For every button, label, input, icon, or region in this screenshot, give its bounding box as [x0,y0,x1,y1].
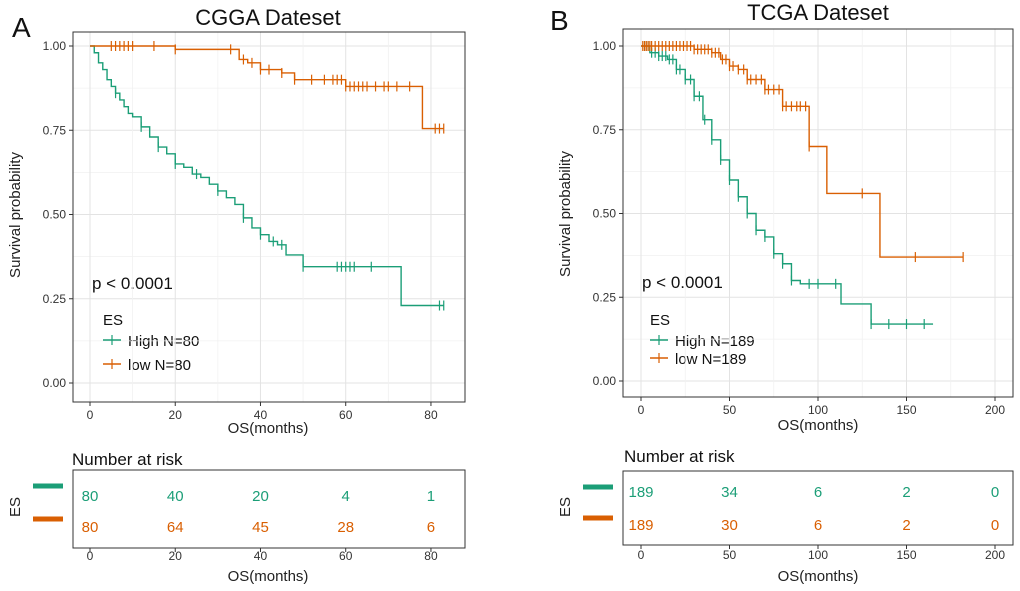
panel-b-risk-xtick-label: 100 [808,548,828,562]
panel-b-risk-xtick-label: 50 [723,548,737,562]
panel-a-risk-count-low: 80 [82,519,99,536]
panel-a-risk-frame [72,469,466,549]
panel-b-curve-high [641,45,934,325]
panel-b-risk-count-high: 189 [628,484,653,501]
panel-b-ytick-label: 0.25 [593,290,617,304]
panel-a-legend-high: High N=80 [128,333,199,350]
panel-b-legend-high: High N=189 [675,333,755,350]
panel-a-title: CGGA Dateset [195,5,341,30]
panel-a-risk-count-low: 64 [167,519,184,536]
panel-b-risk-count-low: 6 [814,517,822,534]
panel-a-risk-count-high: 1 [427,488,435,505]
panel-b-xlabel: OS(months) [778,417,859,434]
panel-b-risk-count-low: 30 [721,517,738,534]
panel-a-xlabel: OS(months) [228,420,309,437]
panel-b-risk-count-low: 2 [902,517,910,534]
panel-b-risk-count-low: 189 [628,517,653,534]
panel-a-risk-xtick-label: 0 [87,549,94,563]
panel-a-xtick-label: 60 [339,408,353,422]
panel-a-risk-xtick-label: 60 [339,549,353,563]
panel-a-plot-frame [72,31,466,403]
panel-a-risk-count-low: 45 [252,519,269,536]
panel-a-risk-xlabel: OS(months) [228,568,309,585]
panel-a-risk-title: Number at risk [72,450,183,469]
chart-marks: 0.000.250.500.751.000 20 40 60 800 20 40 60 8080… [33,28,1014,563]
panel-b-xtick-label: 100 [808,403,828,417]
panel-b-risk-title: Number at risk [624,447,735,466]
panel-a-legend-low: low N=80 [128,357,191,374]
panel-b-legend-low: low N=189 [675,351,746,368]
panel-a-risk-xtick-label: 20 [169,549,183,563]
panel-a-risk-count-low: 6 [427,519,435,536]
panel-a-ytick-label: 0.50 [43,208,67,222]
panel-a-risk-strata-label: ES [7,497,24,517]
panel-a-risk-count-high: 40 [167,488,184,505]
panel-a-risk-count-low: 28 [337,519,354,536]
panel-b-risk-count-high: 6 [814,484,822,501]
panel-a-legend-title: ES [103,312,123,329]
panel-a-ytick-label: 1.00 [43,39,67,53]
panel-a-xtick-label: 80 [424,408,438,422]
panel-b-ytick-label: 1.00 [593,39,617,53]
panel-b-risk-xtick-label: 200 [985,548,1005,562]
panel-a-ytick-label: 0.25 [43,292,67,306]
panel-b-ytick-label: 0.00 [593,374,617,388]
panel-a-xtick-label: 40 [254,408,268,422]
panel-b-xtick-label: 50 [723,403,737,417]
panel-b-title: TCGA Dateset [747,0,889,25]
panel-a-letter: A [12,12,31,43]
panel-a-risk-xtick-label: 40 [254,549,268,563]
panel-a-curve-low [90,45,444,130]
panel-b-ytick-label: 0.50 [593,207,617,221]
panel-b-risk-xtick-label: 150 [896,548,916,562]
panel-a-risk-count-high: 4 [342,488,350,505]
panel-b-risk-swatch-high [583,484,613,490]
panel-a-risk-count-high: 80 [82,488,99,505]
panel-b: B TCGA Dateset OS(months) Survival proba… [550,0,889,585]
panel-b-risk-count-high: 34 [721,484,738,501]
panel-b-ylabel: Survival probability [557,151,574,277]
panel-b-curve-low [641,45,964,258]
panel-a-risk-xtick-label: 80 [424,549,438,563]
panel-a-ytick-label: 0.75 [43,123,67,137]
panel-b-risk-xtick-label: 0 [638,548,645,562]
panel-b-xtick-label: 200 [985,403,1005,417]
panel-b-ytick-label: 0.75 [593,123,617,137]
panel-a-risk-count-high: 20 [252,488,269,505]
panel-a-curve-high [90,45,444,307]
panel-a-risk-swatch-high [33,483,63,489]
panel-b-xtick-label: 0 [638,403,645,417]
panel-a-risk-swatch-low [33,516,63,522]
panel-b-xtick-label: 150 [896,403,916,417]
panel-b-risk-count-high: 2 [902,484,910,501]
panel-a-ytick-label: 0.00 [43,376,67,390]
panel-b-risk-strata-label: ES [557,497,574,517]
panel-a-ylabel: Survival probability [7,152,24,278]
panel-a-xtick-label: 20 [169,408,183,422]
panel-b-pvalue: p < 0.0001 [642,273,723,292]
panel-b-legend-title: ES [650,312,670,329]
panel-b-risk-count-low: 0 [991,517,999,534]
panel-a-xtick-label: 0 [87,408,94,422]
panel-b-letter: B [550,5,569,36]
panel-b-risk-count-high: 0 [991,484,999,501]
panel-b-risk-xlabel: OS(months) [778,568,859,585]
panel-b-risk-swatch-low [583,515,613,521]
